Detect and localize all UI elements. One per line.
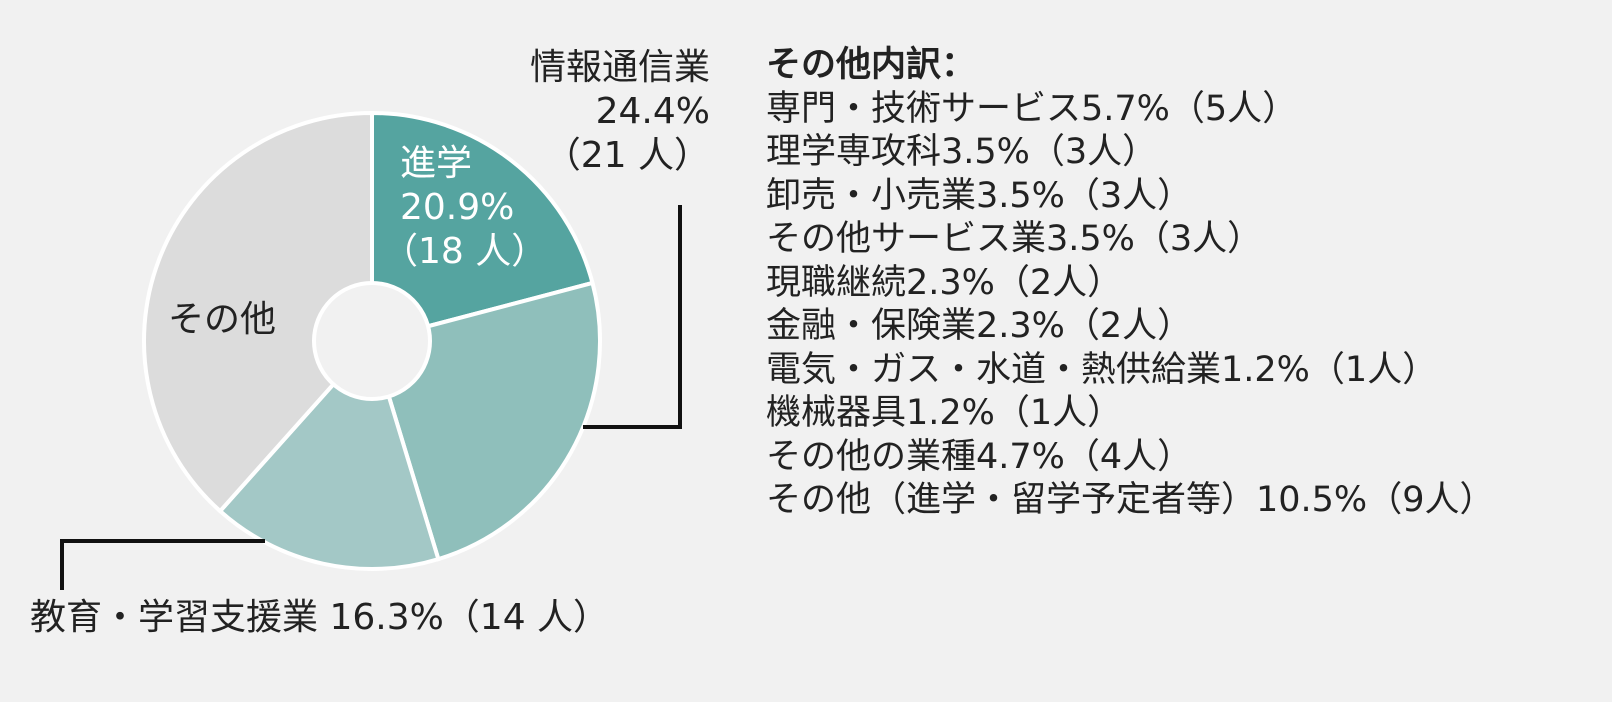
slice-label-info: 情報通信業 24.4% （21 人） (450, 46, 710, 178)
breakdown-item: 電気・ガス・水道・熱供給業1.2%（1人） (766, 349, 1438, 390)
slice-count: （21 人） (544, 135, 710, 176)
slice-label-shingaku: 進学 20.9% （18 人） (382, 142, 547, 274)
pie-slice-0 (370, 110, 595, 344)
breakdown-item: 専門・技術サービス5.7%（5人） (766, 88, 1298, 129)
breakdown-item: 現職継続2.3%（2人） (766, 262, 1123, 303)
breakdown-item: 機械器具1.2%（1人） (766, 393, 1123, 433)
pie-slice-3 (142, 110, 374, 514)
other-breakdown: その他内訳： 専門・技術サービス5.7%（5人） 理学専攻科3.5%（3人） 卸… (766, 44, 1494, 523)
donut-hole (312, 281, 432, 401)
leader-line-info (583, 205, 682, 429)
breakdown-item: その他サービス業3.5%（3人） (766, 219, 1263, 259)
breakdown-item: その他（進学・留学予定者等）10.5%（9人） (766, 480, 1495, 520)
slice-name: 情報通信業 (529, 47, 710, 88)
breakdown-item: その他の業種4.7%（4人） (766, 436, 1193, 477)
breakdown-title: その他内訳： (766, 45, 977, 85)
slice-name: 進学 (400, 143, 473, 184)
slice-count: （18 人） (382, 231, 548, 272)
slice-label-other: その他 (168, 299, 277, 340)
leader-line-education (60, 539, 265, 590)
breakdown-item: 卸売・小売業3.5%（3人） (766, 175, 1193, 216)
slice-percent: 20.9% (400, 187, 515, 228)
slice-percent: 24.4% (595, 91, 710, 132)
slice-label-education: 教育・学習支援業 16.3%（14 人） (30, 597, 610, 638)
breakdown-item: 理学専攻科3.5%（3人） (766, 132, 1158, 172)
breakdown-item: 金融・保険業2.3%（2人） (766, 306, 1193, 346)
